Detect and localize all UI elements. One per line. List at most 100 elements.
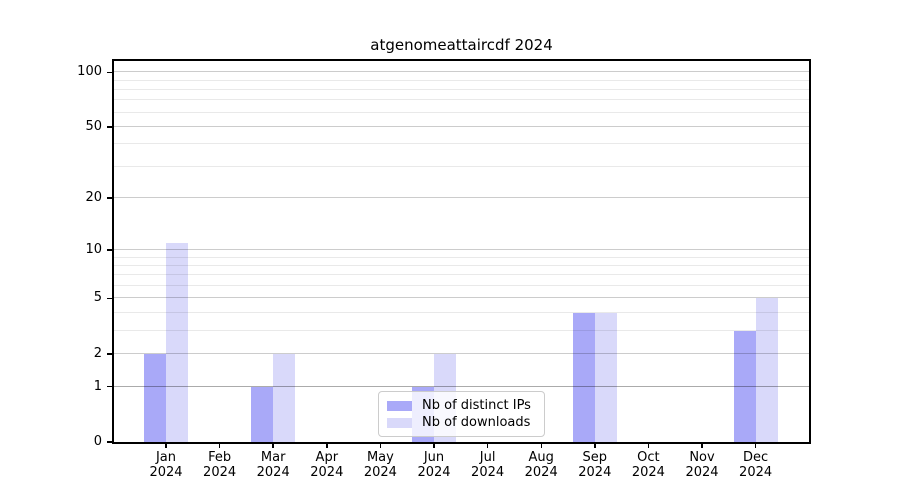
- gridline-minor-6: [114, 285, 809, 287]
- y-tick-label-20: 20: [85, 190, 102, 206]
- y-tick-label-1: 1: [93, 378, 102, 394]
- x-tick-label-month: Mar: [260, 450, 286, 465]
- x-tick-jul: [486, 444, 489, 448]
- x-tick-feb: [218, 444, 221, 448]
- x-tick-label-year: 2024: [203, 465, 237, 480]
- gridline-major-100: [114, 71, 809, 73]
- gridline-minor-8: [114, 264, 809, 266]
- gridline-minor-40: [114, 143, 809, 145]
- x-tick-label-month: Apr: [315, 450, 339, 465]
- y-tick-50: [107, 126, 112, 128]
- chart-title: atgenomeattaircdf 2024: [370, 36, 553, 54]
- bar-distinct-ips-jan: [144, 354, 166, 442]
- gridline-minor-70: [114, 99, 809, 101]
- y-tick-label-50: 50: [85, 119, 102, 134]
- gridline-major-50: [114, 126, 809, 127]
- legend-label-downloads: Nb of downloads: [422, 415, 531, 430]
- y-tick-label-10: 10: [85, 241, 102, 257]
- x-tick-label-month: Nov: [689, 450, 715, 465]
- bar-distinct-ips-dec: [733, 330, 756, 442]
- x-tick-label-dec: Dec 2024: [725, 450, 787, 480]
- bar-downloads-jan: [166, 242, 188, 442]
- x-tick-may: [379, 444, 382, 448]
- x-tick-label-year: 2024: [524, 465, 558, 480]
- bar-downloads-mar: [273, 354, 296, 442]
- legend-item-downloads: Nb of downloads: [387, 415, 536, 430]
- x-tick-label-jun: Jun 2024: [403, 450, 465, 480]
- x-tick-label-year: 2024: [471, 465, 505, 480]
- plot-area: [112, 59, 811, 444]
- gridline-major-20: [114, 197, 809, 199]
- gridline-major-2: [114, 353, 809, 354]
- x-tick-label-year: 2024: [256, 465, 290, 480]
- gridline-minor-90: [114, 79, 809, 81]
- x-tick-label-jan: Jan 2024: [135, 450, 197, 480]
- bar-distinct-ips-sep: [572, 313, 595, 442]
- y-tick-label-5: 5: [93, 290, 102, 306]
- y-tick-20: [107, 197, 112, 199]
- x-tick-label-month: Jul: [479, 450, 496, 465]
- y-tick-1: [107, 385, 112, 388]
- x-tick-label-month: Jun: [423, 450, 445, 465]
- y-tick-0: [107, 441, 112, 443]
- y-tick-label-100: 100: [77, 64, 102, 80]
- legend: Nb of distinct IPs Nb of downloads: [378, 391, 545, 437]
- x-tick-jan: [165, 444, 167, 448]
- gridline-minor-80: [114, 88, 809, 90]
- x-tick-label-month: Oct: [637, 450, 660, 465]
- x-tick-label-year: 2024: [578, 465, 612, 480]
- gridline-minor-30: [114, 165, 809, 167]
- x-tick-sep: [594, 444, 596, 448]
- x-tick-label-month: Jan: [155, 450, 177, 465]
- x-tick-apr: [326, 444, 328, 448]
- gridline-minor-7: [114, 274, 809, 276]
- x-tick-label-feb: Feb 2024: [189, 450, 251, 480]
- gridline-minor-9: [114, 256, 809, 258]
- y-tick-label-0: 0: [93, 434, 102, 449]
- x-tick-label-nov: Nov 2024: [671, 450, 733, 480]
- gridline-major-10: [114, 248, 809, 250]
- y-tick-2: [107, 353, 112, 355]
- legend-label-distinct-ips: Nb of distinct IPs: [422, 398, 531, 413]
- y-tick-label-2: 2: [93, 346, 102, 361]
- x-tick-label-jul: Jul 2024: [457, 450, 519, 480]
- x-tick-oct: [647, 444, 650, 448]
- x-tick-label-month: Aug: [528, 450, 554, 465]
- gridline-minor-60: [114, 111, 809, 113]
- x-tick-label-aug: Aug 2024: [510, 450, 572, 480]
- bar-downloads-dec: [755, 298, 778, 442]
- x-tick-label-year: 2024: [417, 465, 451, 480]
- x-tick-label-oct: Oct 2024: [617, 450, 679, 480]
- x-tick-label-year: 2024: [685, 465, 719, 480]
- x-tick-aug: [540, 444, 542, 448]
- x-tick-label-may: May 2024: [349, 450, 411, 480]
- x-tick-label-apr: Apr 2024: [296, 450, 358, 480]
- gridline-minor-3: [114, 329, 809, 331]
- x-tick-label-month: Dec: [743, 450, 769, 465]
- gridline-major-1: [114, 385, 809, 387]
- x-tick-dec: [754, 444, 757, 448]
- x-tick-nov: [701, 444, 703, 448]
- y-tick-5: [107, 297, 112, 300]
- x-tick-label-mar: Mar 2024: [242, 450, 304, 480]
- legend-swatch-downloads-icon: [387, 417, 412, 428]
- gridline-major-5: [114, 297, 809, 299]
- x-tick-label-year: 2024: [739, 465, 773, 480]
- gridline-minor-4: [114, 312, 809, 313]
- x-tick-label-month: Feb: [208, 450, 232, 465]
- x-tick-label-year: 2024: [310, 465, 344, 480]
- x-tick-label-year: 2024: [363, 465, 397, 480]
- y-tick-10: [107, 249, 112, 251]
- x-tick-label-month: Sep: [582, 450, 608, 465]
- x-tick-label-month: May: [366, 450, 394, 465]
- x-tick-label-sep: Sep 2024: [564, 450, 626, 480]
- legend-item-distinct-ips: Nb of distinct IPs: [387, 398, 536, 413]
- legend-swatch-distinct-ips-icon: [387, 400, 412, 411]
- x-tick-label-year: 2024: [631, 465, 665, 480]
- bar-distinct-ips-mar: [251, 386, 274, 442]
- bar-downloads-sep: [594, 313, 617, 442]
- x-tick-label-year: 2024: [149, 465, 183, 480]
- x-tick-jun: [433, 444, 435, 448]
- x-tick-mar: [272, 444, 274, 448]
